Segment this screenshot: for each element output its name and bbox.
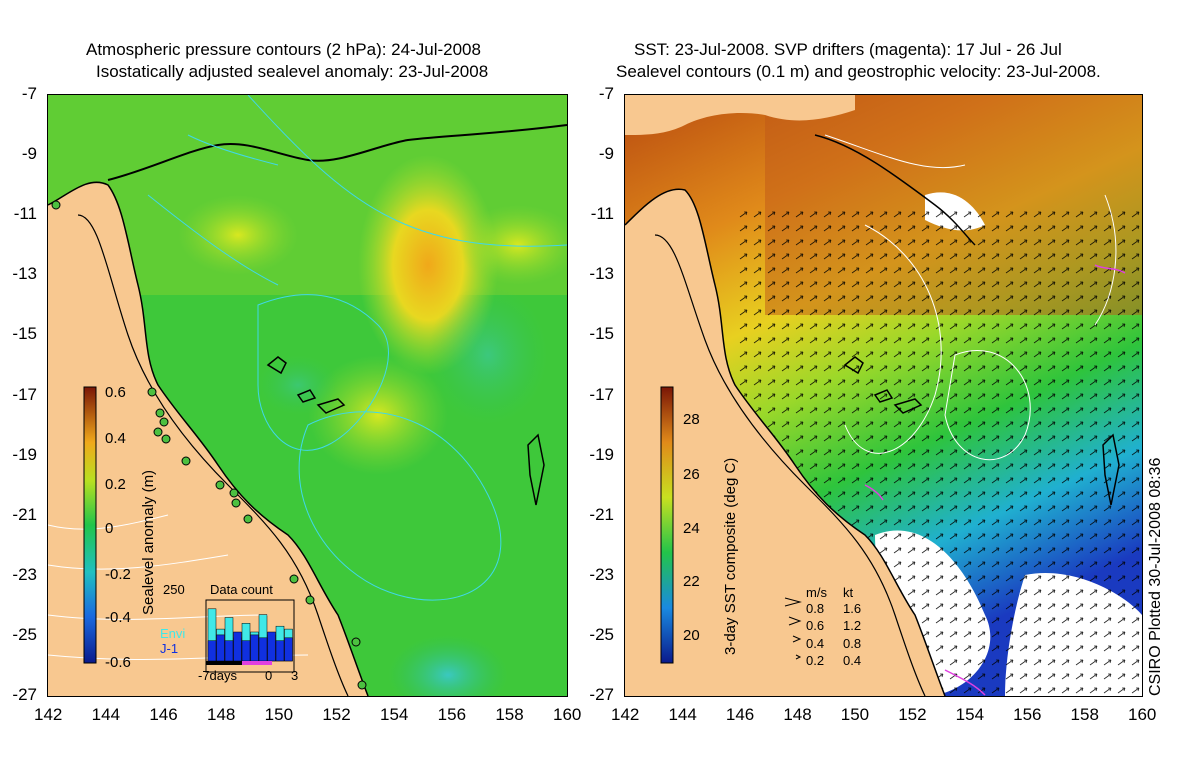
right-lat-label: -19 [589,444,614,464]
legend-j1: J-1 [160,641,179,656]
left-lat-label: -9 [21,144,37,164]
right-lat-label: -17 [589,384,614,404]
right-lat-label: -11 [590,204,614,224]
sst-tick-4: 20 [683,627,700,644]
sst-tick-0: 28 [683,411,700,428]
left-lon-label: 154 [380,705,409,724]
j1-bar [207,640,217,662]
left-lat-label: -27 [12,685,37,704]
right-title-line1: SST: 23-Jul-2008. SVP drifters (magenta)… [634,40,1062,59]
right-lon-label: 158 [1070,705,1099,724]
j1-bar [216,634,225,662]
j1-bar [275,640,285,662]
right-lat-label: -15 [589,324,614,344]
right-lat-label: -27 [589,685,614,704]
right-lon-label: 154 [955,705,985,724]
data-count-x-start: -7days [198,668,238,683]
sst-colorbar [660,386,674,664]
sla-colorbar-label: Sealevel anomaly (m) [140,469,157,615]
left-lon-label: 144 [91,705,121,724]
left-title-line1: Atmospheric pressure contours (2 hPa): 2… [86,40,481,59]
right-lon-label: 156 [1013,705,1042,724]
left-lon-label: 156 [437,705,467,724]
sla-tick-6: -0.6 [105,654,131,671]
j1-bar [250,634,259,662]
velocity-header-kt: kt [843,585,854,600]
right-lon-label: 142 [611,705,640,724]
left-lon-label: 158 [495,705,524,724]
j1-bar [241,640,251,662]
sst-tick-2: 24 [683,520,700,537]
left-lat-label: -17 [12,384,37,404]
velocity-row-0-kt: 1.6 [843,601,862,616]
sst-tick-3: 22 [683,573,700,590]
right-lat-label: -13 [589,264,614,284]
right-lat-label: -21 [589,504,614,524]
right-lat-label: -23 [589,564,614,584]
j1-bar [258,637,268,662]
left-lat-label: -25 [12,624,37,644]
velocity-row-3-kt: 0.4 [843,653,862,668]
left-lat-label: -11 [13,204,37,224]
velocity-row-1-kt: 1.2 [843,618,862,633]
j1-bar [233,631,242,662]
sst-colorbar-label: 3-day SST composite (deg C) [722,457,739,655]
right-lon-label: 150 [840,705,870,724]
left-lon-label: 146 [149,705,178,724]
sla-tick-0: 0.6 [105,384,126,401]
left-lat-label: -7 [21,84,37,103]
sla-tick-1: 0.4 [105,430,126,447]
j1-bar [267,631,276,662]
data-count-x-end: 3 [291,668,299,683]
left-lon-label: 142 [34,705,63,724]
sla-tick-3: 0 [105,520,114,537]
left-lon-label: 160 [553,705,582,724]
j1-bar [224,640,234,662]
right-title-line2: Sealevel contours (0.1 m) and geostrophi… [616,62,1101,81]
right-lon-label: 152 [898,705,927,724]
altimetry-points [51,200,367,690]
right-lon-label: 160 [1128,705,1157,724]
right-lat-label: -9 [598,144,614,164]
left-lat-label: -19 [12,444,37,464]
left-lat-label: -21 [12,504,37,524]
velocity-row-0-ms: 0.8 [806,601,825,616]
sst-map [624,94,1143,697]
sealevel-anomaly-map [47,94,568,697]
velocity-row-2-kt: 0.8 [843,636,862,651]
velocity-row-1-ms: 0.6 [806,618,825,633]
data-count-max: 250 [163,582,185,597]
data-count-inset [205,599,295,673]
velocity-row-2-ms: 0.4 [806,636,825,651]
right-lat-label: -25 [589,624,614,644]
velocity-legend-arrows [784,597,802,660]
left-lon-label: 148 [207,705,236,724]
left-lat-label: -15 [12,324,37,344]
right-lon-label: 146 [725,705,755,724]
plot-credit: CSIRO Plotted 30-Jul-2008 08:36 [1147,457,1164,696]
right-lat-label: -7 [598,84,614,103]
left-lon-label: 152 [322,705,351,724]
right-lon-label: 148 [783,705,812,724]
sealevel-colorbar [83,386,97,664]
data-count-x-zero: 0 [265,668,273,683]
j1-bar [284,637,293,662]
legend-envi: Envi [160,626,186,641]
left-lat-label: -13 [12,264,37,284]
sla-tick-5: -0.4 [105,609,131,626]
velocity-row-3-ms: 0.2 [806,653,825,668]
left-lon-label: 150 [264,705,294,724]
sst-tick-1: 26 [683,466,700,483]
velocity-header-ms: m/s [806,585,827,600]
data-count-title: Data count [210,582,273,597]
right-lon-label: 144 [668,705,697,724]
sla-tick-2: 0.2 [105,476,126,493]
left-lat-label: -23 [12,564,37,584]
sla-tick-4: -0.2 [105,566,131,583]
left-title-line2: Isostatically adjusted sealevel anomaly:… [96,62,489,81]
